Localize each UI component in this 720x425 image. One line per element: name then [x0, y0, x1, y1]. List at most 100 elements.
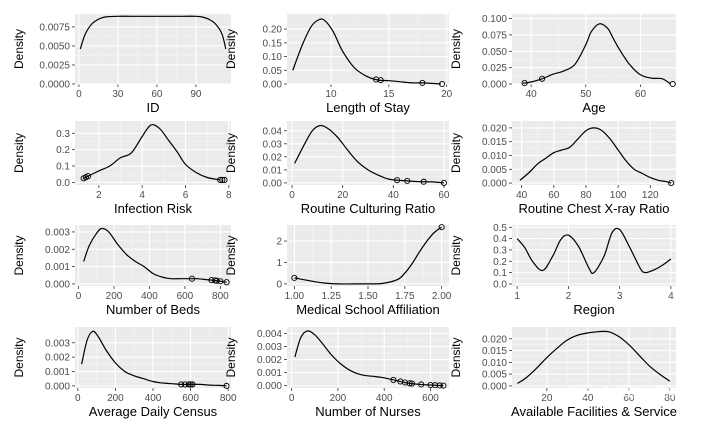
outlier-point	[189, 381, 196, 388]
y-tick-label: 0.1	[56, 162, 70, 173]
outlier-point	[221, 176, 228, 183]
y-tick-label: 0.005	[482, 370, 507, 381]
y-tick-label: 0.003	[257, 342, 282, 353]
x-axis-title: Medical School Affiliation	[296, 302, 440, 317]
x-tick-label: 40	[526, 89, 538, 100]
outlier-point	[217, 176, 224, 183]
x-axis-title: Available Facilities & Service	[511, 404, 677, 419]
outlier-point	[427, 381, 434, 389]
x-tick-label: 40	[582, 393, 594, 404]
x-tick-label: 2	[566, 291, 572, 302]
y-axis-title: Density	[449, 337, 463, 377]
x-tick-label: 30	[112, 89, 124, 100]
x-tick-label: 200	[107, 393, 124, 404]
y-tick-label: 0.002	[257, 355, 282, 366]
y-axis-title: Density	[449, 29, 463, 69]
y-tick-label: 0.000	[45, 279, 70, 290]
y-tick-label: 0.010	[482, 358, 507, 369]
density-line	[522, 23, 671, 85]
outlier-point	[373, 76, 380, 83]
outlier-point	[420, 178, 427, 185]
y-tick-label: 2	[276, 237, 282, 248]
y-tick-label: 0.1	[493, 268, 507, 279]
panel-background	[287, 327, 449, 388]
x-tick-label: 60	[548, 190, 560, 201]
y-tick-label: 0.001	[257, 368, 282, 379]
density-line	[83, 124, 221, 181]
x-tick-label: 40	[388, 190, 400, 201]
y-tick-label: 0.000	[45, 381, 70, 392]
y-tick-label: 0.000	[482, 80, 507, 91]
panel-average-daily-census: 0 200 400 600 800 0.000 0.001 0.002 0.003 Average…	[12, 327, 237, 419]
x-tick-label: 600	[422, 393, 439, 404]
outlier-point	[418, 381, 425, 388]
y-tick-label: 0.3	[56, 129, 70, 140]
panel-region: 1 2 3 4 0.00.10.20.30.40.5 Region Density	[449, 223, 676, 317]
y-tick-label: 0.03	[263, 139, 283, 150]
y-axis-title: Density	[12, 29, 26, 69]
y-axis-title: Density	[224, 133, 238, 173]
y-axis-title: Density	[224, 235, 238, 275]
y-tick-label: 0.4	[493, 234, 507, 245]
panel-background	[75, 225, 231, 286]
density-line	[294, 330, 444, 387]
watermark: 知乎 @海数据实验室	[566, 385, 697, 401]
x-tick-label: 50	[580, 89, 592, 100]
outlier-point	[521, 80, 528, 87]
y-tick-label: 0.00	[263, 178, 283, 189]
y-axis-title: Density	[12, 133, 26, 173]
outlier-point	[440, 382, 447, 389]
y-tick-label: 0.003	[45, 227, 70, 238]
outlier-point	[178, 381, 185, 388]
x-axis-title: Number of Beds	[106, 302, 200, 317]
y-tick-label: 0.0	[56, 178, 70, 189]
panel-infection-risk: 2 4 6 8 0.0 0.1 0.2 0.3 Infection Risk Density	[12, 121, 232, 216]
x-tick-label: 1.50	[358, 291, 378, 302]
x-tick-label: 15	[383, 89, 395, 100]
panel-routine-culturing-ratio: 0 20 40 60 0.00 0.01 0.02 0.03 0.04 Routine Cultu…	[224, 121, 450, 216]
outlier-point	[185, 381, 192, 388]
x-axis-title: Age	[582, 100, 605, 115]
y-tick-label: 0.004	[257, 329, 282, 340]
y-tick-label: 0.01	[263, 165, 283, 176]
outlier-point	[408, 380, 416, 387]
y-tick-label: 0.002	[45, 353, 70, 364]
outlier-point	[419, 79, 426, 86]
y-tick-label: 0.015	[482, 346, 507, 357]
panel-age: 40 50 60 0.000 0.025 0.050 0.075 0.100 Age Densit…	[449, 14, 676, 115]
x-tick-label: 20	[337, 190, 349, 201]
panel-background	[512, 327, 676, 388]
x-tick-label: 80	[664, 393, 676, 404]
x-tick-label: 60	[623, 393, 635, 404]
x-tick-label: 120	[642, 190, 659, 201]
panel-id: 0 30 60 90 0.0000 0.0025 0.0050 0.0075 ID Density	[12, 14, 231, 115]
density-line	[294, 124, 444, 184]
x-axis-title: Number of Nurses	[315, 404, 421, 419]
y-tick-label: 0.001	[45, 262, 70, 273]
x-axis-title: Routine Culturing Ratio	[301, 201, 435, 216]
panel-medical-school-affiliation: 1.00 1.25 1.50 1.75 2.00 0 1 2 Medical School Af…	[224, 224, 452, 317]
y-axis-title: Density	[449, 235, 463, 275]
y-axis-title: Density	[224, 29, 238, 69]
y-tick-label: 0.3	[493, 245, 507, 256]
x-tick-label: 1.75	[395, 291, 415, 302]
outlier-point	[669, 80, 676, 88]
y-tick-label: 0.005	[482, 165, 507, 176]
x-tick-label: 400	[145, 393, 162, 404]
y-tick-label: 0	[276, 279, 282, 290]
x-tick-label: 20	[541, 393, 553, 404]
outlier-point	[219, 176, 226, 183]
density-line	[79, 15, 227, 50]
y-tick-label: 0.050	[482, 47, 507, 58]
x-tick-label: 2	[96, 190, 102, 201]
x-tick-label: 60	[635, 89, 647, 100]
x-tick-label: 4	[668, 291, 674, 302]
x-tick-label: 80	[580, 190, 592, 201]
y-tick-label: 0.020	[482, 334, 507, 345]
y-tick-label: 0.000	[482, 179, 507, 190]
y-tick-label: 0.20	[263, 25, 283, 36]
panel-background	[75, 14, 231, 84]
outlier-point	[432, 382, 439, 389]
